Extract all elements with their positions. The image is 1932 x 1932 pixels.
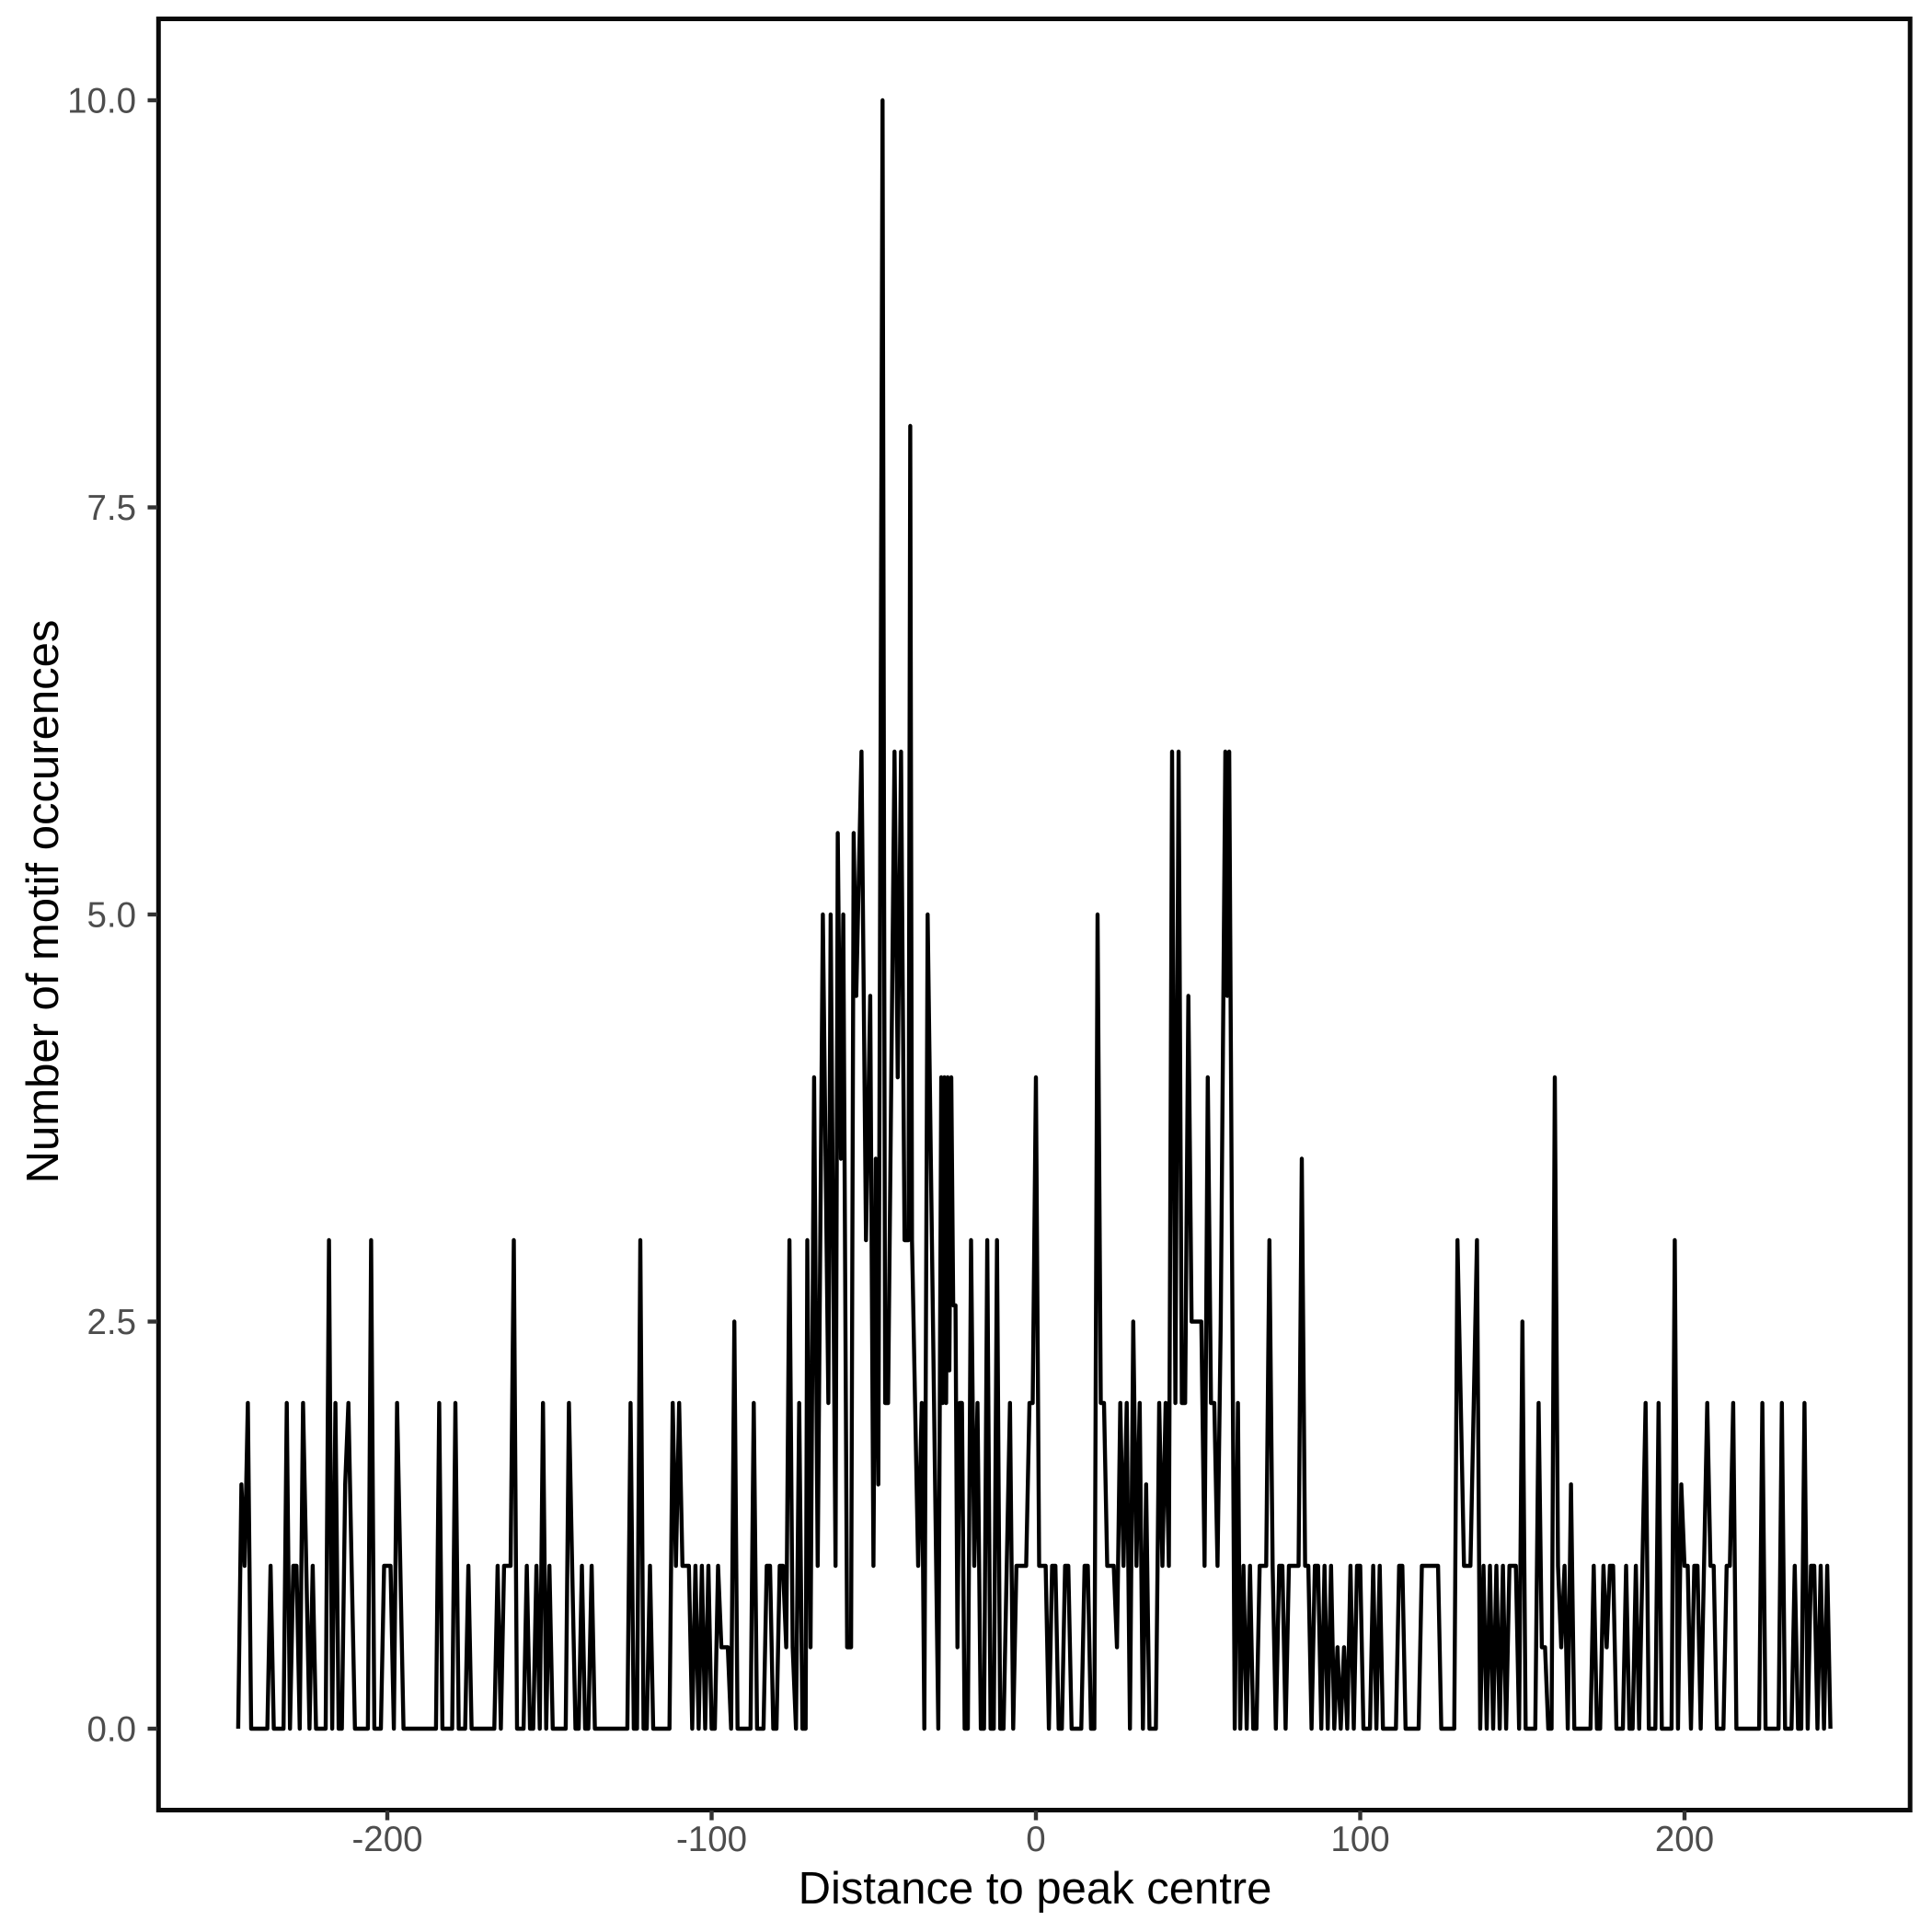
svg-text:5.0: 5.0: [86, 896, 136, 936]
svg-text:-100: -100: [676, 1820, 747, 1859]
svg-text:100: 100: [1330, 1820, 1389, 1859]
svg-text:-200: -200: [351, 1820, 422, 1859]
svg-text:0.0: 0.0: [86, 1710, 136, 1750]
svg-text:Number of motif occurences: Number of motif occurences: [18, 620, 68, 1184]
svg-text:200: 200: [1655, 1820, 1714, 1859]
svg-text:Distance to peak centre: Distance to peak centre: [799, 1864, 1272, 1914]
svg-text:2.5: 2.5: [86, 1303, 136, 1342]
svg-text:10.0: 10.0: [67, 82, 136, 121]
svg-text:0: 0: [1026, 1820, 1045, 1859]
svg-text:7.5: 7.5: [86, 489, 136, 528]
